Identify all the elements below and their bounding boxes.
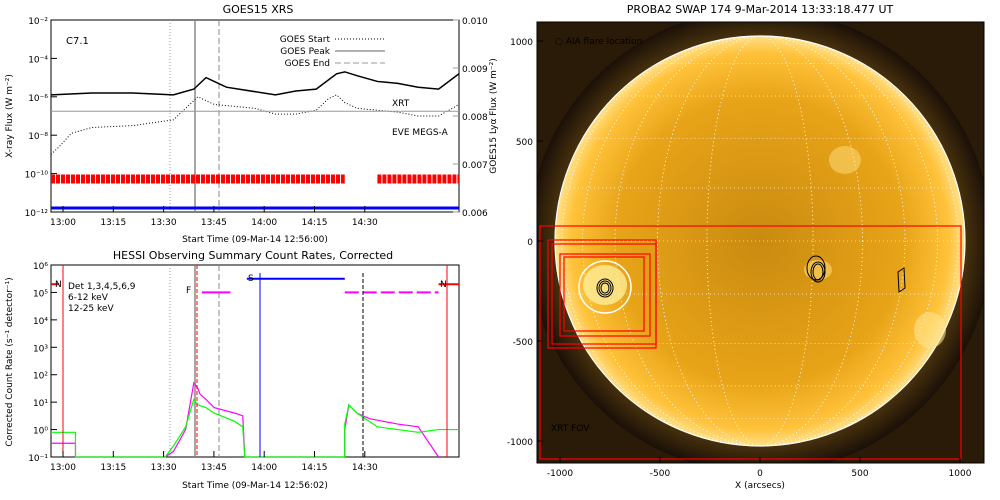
- hessi-ytick-label: 10⁴: [33, 317, 48, 327]
- swap-xtick-label: 1000: [949, 469, 972, 479]
- goes-rtick-label: 0.006: [462, 209, 488, 219]
- goes-rtick-label: 0.009: [462, 65, 488, 75]
- active-region-flare: [583, 265, 627, 305]
- hessi-ytick-label: 10⁻¹: [28, 454, 48, 464]
- swap-y-ticks: 1000 500 0 -500 -1000: [507, 38, 543, 448]
- active-region-north: [829, 146, 861, 174]
- goes-xtick-label: 13:30: [151, 218, 177, 228]
- hessi-panel: HESSI Observing Summary Count Rates, Cor…: [5, 249, 460, 491]
- hessi-axes-frame: [50, 264, 460, 458]
- hessi-ytick-label: 10⁵: [33, 289, 48, 299]
- hessi-ytick-label: 10³: [33, 344, 48, 354]
- goes-series-0: [50, 71, 460, 96]
- hessi-y-ticks: 10⁶ 10⁵ 10⁴ 10³ 10² 10¹ 10⁰ 10⁻¹: [28, 262, 57, 464]
- goes-xlabel: Start Time (09-Mar-14 12:56:00): [182, 235, 328, 245]
- goes-rtick-label: 0.007: [462, 161, 488, 171]
- goes-ytick-label: 10⁻¹⁰: [25, 171, 49, 181]
- goes-xtick-label: 13:45: [201, 218, 227, 228]
- hessi-ytick-label: 10⁰: [33, 427, 48, 437]
- hessi-ylabel: Corrected Count Rate (s⁻¹ detector⁻¹): [5, 277, 15, 446]
- eve-label: EVE MEGS-A: [392, 128, 449, 138]
- legend-6-12: 6-12 keV: [68, 293, 109, 303]
- hessi-plot-area: [51, 265, 459, 458]
- swap-title: PROBA2 SWAP 174 9-Mar-2014 13:33:18.477 …: [627, 3, 894, 16]
- hessi-title: HESSI Observing Summary Count Rates, Cor…: [113, 249, 393, 262]
- goes-panel: GOES15 XRS C7.1 GOES Start GOES Peak GOE…: [5, 3, 499, 245]
- xrt-subfield-boxes: [547, 239, 657, 349]
- hessi-series-1: [51, 398, 459, 458]
- swap-ytick-label: 0: [527, 238, 533, 248]
- goes-x-ticks: 13:00 13:15 13:30 13:45 14:00 14:15 14:30: [50, 206, 378, 228]
- heliographic-grid: [555, 35, 965, 447]
- goes-xtick-label: 14:15: [302, 218, 328, 228]
- hessi-xtick-label: 13:45: [201, 463, 227, 473]
- legend-det: Det 1,3,4,5,6,9: [68, 282, 136, 292]
- limb-contour: [897, 267, 906, 293]
- hessi-xtick-label: 13:30: [151, 463, 177, 473]
- hessi-xlabel: Start Time (09-Mar-14 12:56:02): [182, 481, 328, 491]
- hessi-xtick-label: 14:30: [352, 463, 378, 473]
- swap-x-ticks: -1000 -500 0 500 1000: [547, 457, 972, 479]
- hessi-ytick-label: 10¹: [33, 399, 48, 409]
- goes-class-label: C7.1: [66, 36, 89, 47]
- goes-xtick-label: 13:00: [50, 218, 76, 228]
- goes-title: GOES15 XRS: [223, 3, 294, 16]
- legend-12-25: 12-25 keV: [68, 304, 114, 314]
- flare-contours: [596, 278, 614, 298]
- goes-rtick-label: 0.010: [462, 17, 488, 27]
- goes-ylabel-right: GOES15 Lyα Flux (W m⁻²): [489, 58, 499, 174]
- goes-ytick-label: 10⁻⁸: [28, 132, 48, 142]
- aia-label: ○ AIA flare location: [555, 37, 642, 47]
- swap-xtick-label: -1000: [547, 469, 573, 479]
- hessi-x-ticks: 13:00 13:15 13:30 13:45 14:00 14:15 14:30: [50, 451, 378, 473]
- hessi-xtick-label: 14:15: [302, 463, 328, 473]
- hessi-legend: Det 1,3,4,5,6,9 6-12 keV 12-25 keV: [68, 282, 136, 314]
- mid-contours: [806, 255, 826, 283]
- goes-ytick-label: 10⁻⁶: [28, 94, 48, 104]
- goes-left-ticks: 10⁻² 10⁻⁴ 10⁻⁶ 10⁻⁸ 10⁻¹⁰ 10⁻¹²: [25, 17, 57, 219]
- marker-f: F: [186, 286, 191, 296]
- goes-legend: GOES Start GOES Peak GOES End: [280, 35, 385, 69]
- xrt-label: XRT: [392, 99, 410, 109]
- goes-ylabel-left: X-ray Flux (W m⁻²): [5, 74, 15, 158]
- hessi-series-0: [51, 381, 440, 458]
- swap-ytick-label: -500: [513, 338, 534, 348]
- goes-right-ticks: 0.010 0.009 0.008 0.007 0.006: [453, 17, 488, 219]
- goes-series-1: [50, 94, 460, 155]
- goes-ytick-label: 10⁻²: [28, 17, 48, 27]
- swap-image: [537, 22, 984, 463]
- marker-n1: N: [55, 280, 62, 290]
- goes-ytick-label: 10⁻¹²: [25, 209, 49, 219]
- legend-goes-end: GOES End: [285, 59, 330, 69]
- goes-ytick-label: 10⁻⁴: [28, 55, 48, 65]
- hessi-xtick-label: 14:00: [251, 463, 277, 473]
- swap-ytick-label: 1000: [510, 38, 533, 48]
- swap-xtick-label: -500: [650, 469, 671, 479]
- goes-xtick-label: 14:30: [352, 218, 378, 228]
- swap-ytick-label: -1000: [507, 438, 533, 448]
- xrt-fov-box: [539, 225, 962, 460]
- marker-s: S: [248, 274, 254, 284]
- hessi-xtick-label: 13:00: [50, 463, 76, 473]
- hessi-ytick-label: 10⁶: [33, 262, 48, 272]
- hessi-xtick-label: 13:15: [100, 463, 126, 473]
- active-region-limb: [914, 312, 946, 348]
- swap-xtick-label: 0: [757, 469, 763, 479]
- swap-panel: PROBA2 SWAP 174 9-Mar-2014 13:33:18.477 …: [507, 3, 985, 491]
- swap-xlabel: X (arcsecs): [735, 481, 785, 491]
- aia-flare-location-circle: [578, 260, 632, 314]
- goes-rtick-label: 0.008: [462, 113, 488, 123]
- legend-goes-peak: GOES Peak: [280, 47, 330, 57]
- goes-xtick-label: 14:00: [251, 218, 277, 228]
- legend-goes-start: GOES Start: [280, 35, 331, 45]
- goes-xtick-label: 13:15: [100, 218, 126, 228]
- swap-xtick-label: 500: [851, 469, 868, 479]
- marker-n2: N: [440, 280, 447, 290]
- goes-plot-area: [50, 71, 460, 210]
- hessi-ytick-label: 10²: [33, 372, 48, 382]
- xrt-fov-label: XRT FOV: [551, 424, 590, 434]
- swap-ytick-label: 500: [516, 138, 533, 148]
- longitude-line: [561, 35, 959, 447]
